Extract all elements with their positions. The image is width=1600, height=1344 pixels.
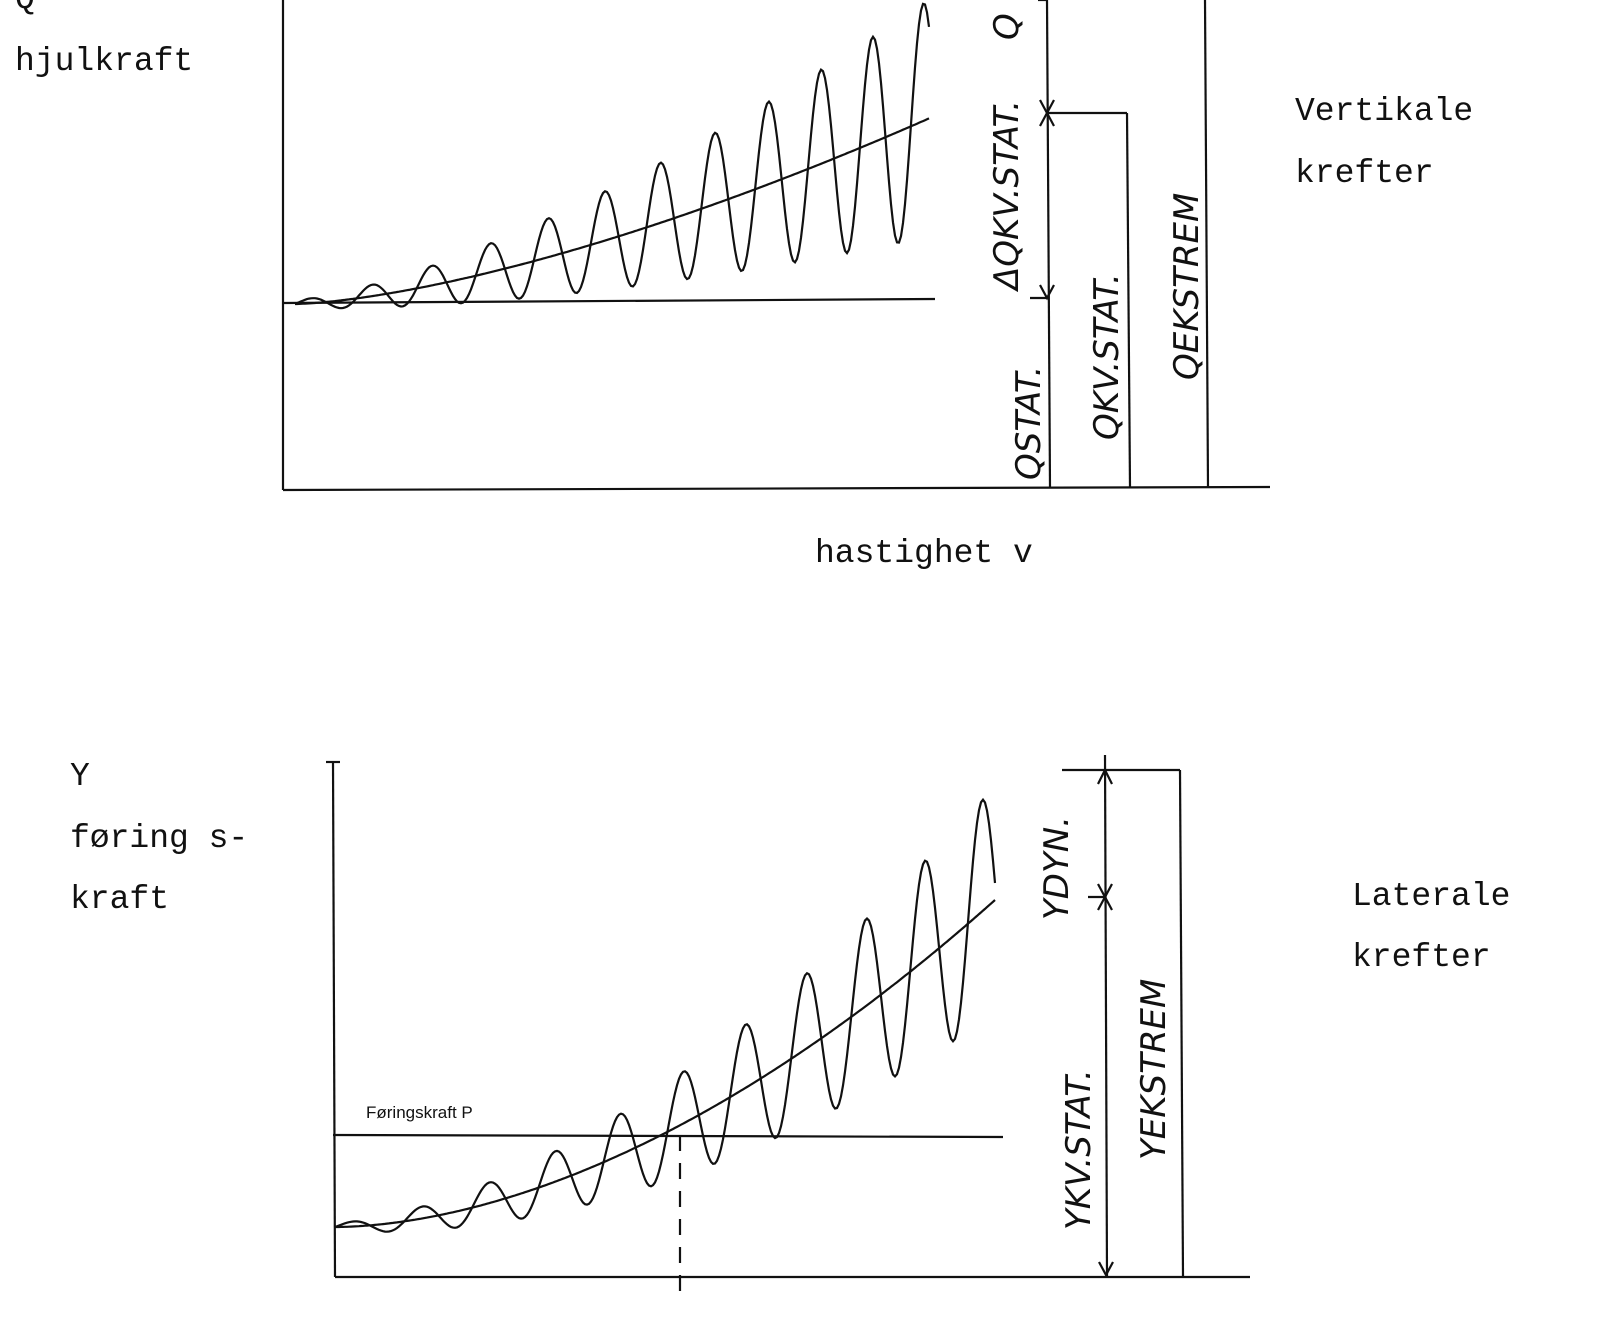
dimension-line (1178, 769, 1185, 1278)
dimension-label: QKV.STAT. (1087, 273, 1127, 440)
dimension-label: ΔQKV.STAT. (987, 100, 1027, 293)
top-diagram: Q hjulkraft Vertikale krefter hastighet … (15, 0, 1473, 572)
dimension-label: QSTAT. (1009, 366, 1049, 480)
y-axis (331, 761, 337, 1278)
axis-symbol: Y (70, 758, 90, 795)
dimension-line (1125, 112, 1132, 488)
axis-label: hjulkraft (15, 43, 193, 80)
reference-line (332, 1133, 1004, 1139)
side-label: Laterale (1352, 878, 1510, 915)
oscillation-curve (334, 797, 997, 1233)
arrows (1097, 767, 1114, 1278)
x-axis-label: hastighet v (815, 535, 1033, 572)
x-axis (282, 485, 1271, 492)
oscillation-curve (294, 2, 931, 310)
bottom-diagram: Y føring s- kraft Laterale krefter Førin… (70, 754, 1510, 1300)
dimension-label: YKV.STAT. (1059, 1069, 1099, 1230)
dimension-line (1103, 754, 1109, 1278)
dimension-line (1203, 0, 1210, 488)
axis-symbol: Q (15, 0, 35, 18)
static-line (282, 297, 936, 305)
side-label: Vertikale (1295, 93, 1473, 130)
side-label: krefter (1295, 155, 1434, 192)
side-label: krefter (1352, 939, 1491, 976)
dimension-label: YEKSTREM (1134, 979, 1174, 1160)
dimension-line (1045, 0, 1052, 488)
dimension-label: YDYN. (1037, 816, 1077, 920)
axis-label: føring s- (70, 820, 248, 857)
mean-curve (335, 899, 996, 1229)
axis-label: kraft (70, 881, 169, 918)
mean-curve (295, 117, 930, 306)
arrows (1039, 99, 1055, 301)
dimension-label: Q (987, 13, 1027, 40)
dimension-label: QEKSTREM (1167, 193, 1207, 380)
reference-line-label: Føringskraft P (366, 1103, 473, 1122)
